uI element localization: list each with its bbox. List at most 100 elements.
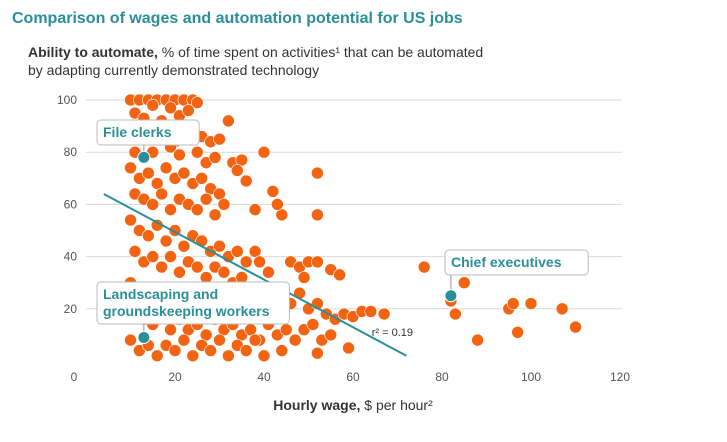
point	[190, 260, 204, 274]
point	[213, 132, 226, 146]
subtitle: Ability to automate, % of time spent on …	[28, 44, 483, 60]
trend-label: r² = 0.19	[372, 327, 413, 339]
point	[239, 174, 253, 188]
point	[190, 203, 204, 216]
point	[177, 166, 191, 180]
subtitle-line2: by adapting currently demonstrated techn…	[28, 62, 319, 78]
x-tick-label: 100	[521, 370, 541, 384]
point	[208, 208, 222, 222]
point	[199, 192, 213, 206]
point	[177, 239, 191, 253]
point	[324, 328, 338, 342]
point	[186, 349, 200, 363]
x-tick-label: 80	[435, 370, 449, 384]
point	[164, 101, 177, 115]
point	[266, 185, 280, 198]
point	[457, 276, 471, 290]
point	[311, 166, 324, 180]
x-axis-title: Hourly wage, $ per hour²	[273, 397, 433, 413]
point	[257, 349, 271, 363]
point	[164, 250, 177, 263]
point	[506, 297, 520, 310]
y-tick-label: 80	[64, 145, 78, 159]
point	[333, 268, 346, 282]
y-tick-label: 100	[57, 93, 77, 107]
point	[124, 213, 137, 227]
point	[511, 325, 524, 339]
point	[182, 104, 195, 117]
point	[248, 333, 262, 347]
point	[168, 344, 182, 357]
point	[275, 344, 289, 357]
point	[222, 114, 235, 128]
point	[177, 333, 191, 347]
point	[555, 302, 569, 316]
point	[239, 344, 253, 357]
point	[150, 349, 164, 363]
annotation-label: File clerks	[103, 124, 172, 140]
subtitle-rest: % of time spent on activities¹ that can …	[162, 44, 483, 60]
x-tick-label: 120	[610, 370, 630, 384]
point	[279, 323, 293, 336]
x-title-rest: $ per hour²	[364, 397, 433, 413]
point	[204, 344, 217, 357]
x-title-bold: Hourly wage,	[273, 397, 360, 413]
y-tick-label: 20	[64, 302, 78, 316]
point	[195, 172, 208, 185]
point	[342, 341, 355, 355]
point	[173, 265, 186, 279]
point	[213, 239, 226, 253]
point	[208, 151, 222, 164]
point	[217, 198, 231, 211]
point	[377, 307, 391, 321]
annotation-label: groundskeeping workers	[103, 303, 270, 319]
point	[311, 346, 324, 360]
annotation-point	[444, 289, 458, 303]
point	[159, 234, 173, 248]
point	[124, 161, 137, 175]
annotation-point	[137, 331, 151, 345]
point	[159, 161, 173, 175]
point	[222, 349, 235, 363]
point	[146, 98, 160, 112]
point	[248, 203, 262, 216]
point	[217, 265, 231, 279]
annotation-box	[96, 281, 290, 325]
point	[155, 187, 168, 201]
point	[297, 271, 311, 284]
point	[231, 164, 244, 177]
point	[173, 148, 186, 162]
x-tick-label: 60	[346, 370, 360, 384]
point	[142, 229, 155, 243]
point	[417, 260, 431, 274]
point	[471, 333, 484, 347]
point	[142, 166, 155, 180]
point	[271, 198, 284, 211]
point	[524, 297, 538, 310]
point	[311, 208, 324, 222]
point	[190, 145, 204, 159]
point	[449, 307, 462, 321]
point	[253, 255, 266, 269]
point	[311, 255, 324, 269]
point	[364, 305, 378, 318]
point	[306, 318, 320, 331]
point	[262, 265, 275, 279]
point	[288, 333, 302, 347]
chart-title: Comparison of wages and automation poten…	[12, 10, 463, 27]
point	[569, 320, 582, 334]
annotation-box	[444, 249, 589, 276]
point	[164, 203, 177, 216]
point	[213, 333, 226, 347]
point	[239, 255, 253, 269]
x-tick-label: 0	[71, 370, 78, 384]
annotation-point	[137, 150, 151, 164]
x-tick-label: 20	[168, 370, 182, 384]
x-tick-label: 40	[257, 370, 271, 384]
y-tick-label: 40	[64, 250, 78, 264]
point	[257, 145, 271, 159]
subtitle-bold: Ability to automate,	[28, 44, 158, 60]
point	[231, 245, 244, 258]
y-tick-label: 60	[64, 197, 78, 211]
